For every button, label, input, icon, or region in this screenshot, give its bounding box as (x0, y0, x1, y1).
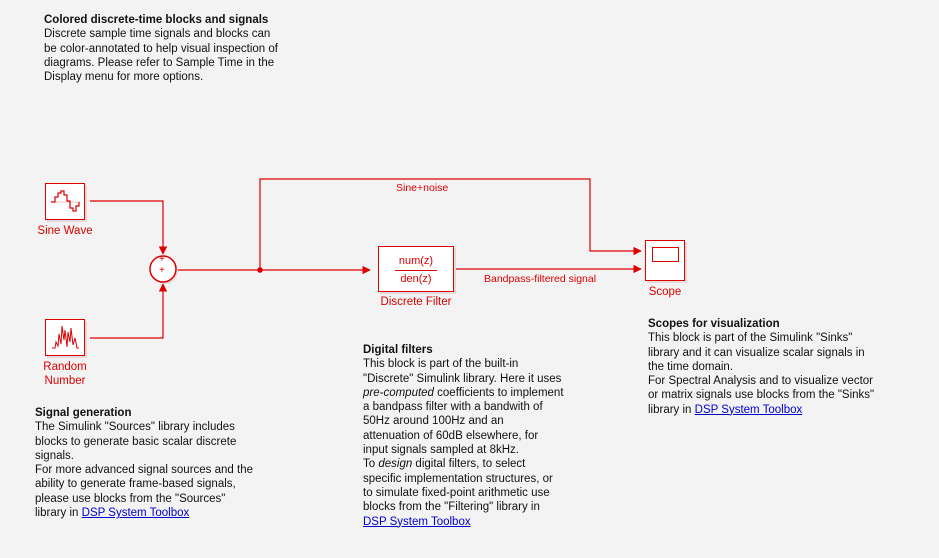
signal-generation-line: ability to generate frame-based signals, (35, 478, 236, 491)
scope-label: Scope (648, 286, 682, 298)
digital-filters-line: To design digital filters, to select (363, 457, 564, 471)
signal-generation-line: please use blocks from the "Sources" (35, 492, 226, 505)
random-number-block[interactable] (45, 319, 85, 356)
library-in-text: library in (35, 507, 82, 520)
dsp-toolbox-link-sinks[interactable]: DSP System Toolbox (694, 403, 803, 416)
scopes-annotation: Scopes for visualization This block is p… (648, 317, 874, 417)
filter-fraction-bar (395, 270, 437, 271)
sine-wave-icon (50, 190, 80, 212)
digital-filters-line: a bandpass filter with a bandwith of (363, 401, 543, 414)
scopes-line: the time domain. (648, 360, 734, 373)
scope-block[interactable] (645, 240, 685, 281)
digital-filters-line: This block is part of the built-in (363, 358, 519, 371)
scopes-line: library in DSP System Toolbox (648, 403, 874, 417)
header-line: diagrams. Please refer to Sample Time in… (44, 56, 275, 69)
dsp-toolbox-link-filtering[interactable]: DSP System Toolbox (363, 515, 471, 528)
digital-filters-line: attenuation of 60dB elsewhere, for (363, 429, 539, 442)
digital-filters-line: DSP System Toolbox (363, 515, 564, 529)
discrete-filter-label: Discrete Filter (380, 296, 452, 308)
digital-filters-line: to simulate fixed-point arithmetic use (363, 486, 550, 499)
header-annotation: Colored discrete-time blocks and signals… (44, 13, 278, 84)
header-line: be color-annotated to help visual inspec… (44, 42, 278, 55)
scope-screen-icon (652, 247, 679, 262)
signal-generation-line: blocks to generate basic scalar discrete (35, 435, 237, 448)
line-sine-noise[interactable] (259, 178, 642, 270)
precomputed-emphasis: pre-computed (363, 386, 434, 399)
digital-filters-line: "Discrete" Simulink library. Here it use… (363, 372, 562, 385)
random-signal-icon (52, 325, 79, 349)
filter-numerator: num(z) (398, 255, 434, 267)
signal-generation-annotation: Signal generation The Simulink "Sources"… (35, 406, 253, 520)
branch-point (257, 267, 263, 273)
filter-denominator: den(z) (400, 273, 432, 285)
scopes-line: For Spectral Analysis and to visualize v… (648, 375, 873, 388)
scopes-line: library and it can visualize scalar sign… (648, 346, 865, 359)
digital-filters-line: 50Hz around 100Hz and an (363, 415, 504, 428)
line-random-to-sum[interactable] (90, 283, 168, 339)
line-sine-to-sum[interactable] (90, 200, 168, 255)
digital-filters-title: Digital filters (363, 344, 433, 356)
digital-filters-text: coefficients to implement (433, 386, 564, 399)
dsp-toolbox-link-sources[interactable]: DSP System Toolbox (81, 507, 190, 520)
header-title: Colored discrete-time blocks and signals (44, 14, 269, 26)
sine-noise-label: Sine+noise (396, 182, 449, 194)
digital-filters-text: To (363, 458, 379, 471)
digital-filters-line: pre-computed coefficients to implement (363, 386, 564, 400)
digital-filters-line: input signals sampled at 8kHz. (363, 444, 519, 457)
scopes-line: or matrix signals use blocks from the "S… (648, 389, 875, 402)
scopes-line: This block is part of the Simulink "Sink… (648, 332, 853, 345)
sine-wave-block[interactable] (45, 183, 85, 220)
digital-filters-text: digital filters, to select (412, 458, 526, 471)
digital-filters-line: blocks from the "Filtering" library in (363, 501, 540, 514)
digital-filters-line: specific implementation structures, or (363, 472, 553, 485)
discrete-filter-block[interactable]: num(z) den(z) (378, 246, 454, 292)
bandpass-label: Bandpass-filtered signal (484, 273, 597, 285)
design-emphasis: design (378, 458, 413, 471)
header-line: Discrete sample time signals and blocks … (44, 28, 271, 41)
signal-generation-line: library in DSP System Toolbox (35, 506, 253, 520)
random-number-label-1: Random (43, 361, 87, 373)
signal-generation-title: Signal generation (35, 407, 132, 419)
signal-generation-line: The Simulink "Sources" library includes (35, 421, 235, 434)
header-line: Display menu for more options. (44, 71, 204, 84)
scopes-title: Scopes for visualization (648, 318, 780, 330)
sum-sign-bottom: + (159, 265, 165, 276)
sum-block[interactable] (149, 255, 177, 283)
sine-wave-label: Sine Wave (37, 225, 93, 237)
digital-filters-annotation: Digital filters This block is part of th… (363, 343, 564, 529)
library-in-text: library in (648, 403, 695, 416)
sum-sign-top: + (159, 254, 165, 265)
signal-generation-line: For more advanced signal sources and the (35, 464, 253, 477)
random-number-label-2: Number (44, 375, 86, 387)
signal-generation-line: signals. (35, 449, 74, 462)
